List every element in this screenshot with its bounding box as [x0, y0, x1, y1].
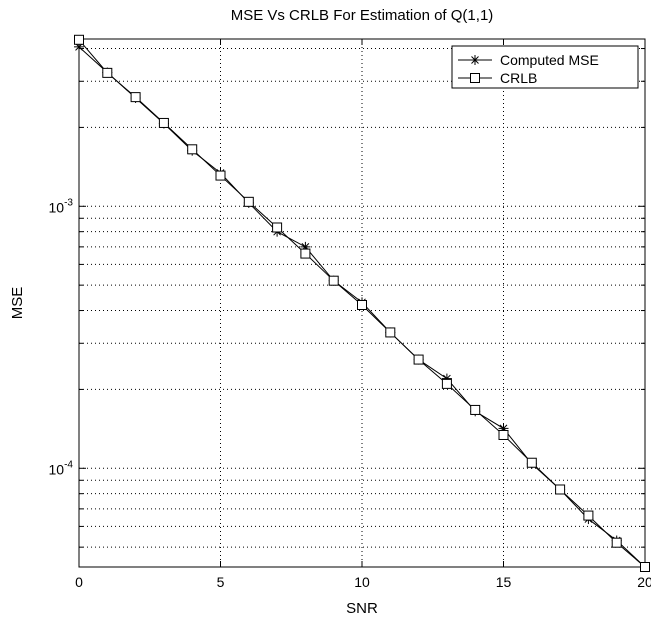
- y-tick-label: 10-3: [49, 197, 74, 215]
- crlb-point: [441, 378, 452, 389]
- x-tick-label: 0: [75, 574, 83, 590]
- crlb-point: [158, 117, 169, 128]
- crlb-point: [74, 34, 84, 45]
- crlb-point: [272, 222, 283, 233]
- legend-box: [451, 45, 639, 89]
- crlb-point: [470, 404, 481, 415]
- x-tick-label: 15: [496, 574, 512, 590]
- crlb-point: [102, 67, 113, 78]
- crlb-point: [583, 510, 594, 521]
- crlb-point: [215, 170, 226, 181]
- crlb-point: [187, 144, 198, 155]
- legend-label-crlb: CRLB: [500, 70, 537, 86]
- crlb-point: [243, 196, 254, 207]
- crlb-point: [385, 327, 396, 338]
- legend: Computed MSE CRLB: [451, 45, 639, 89]
- legend-label-computed-mse: Computed MSE: [500, 52, 599, 68]
- crlb-point: [498, 429, 509, 440]
- crlb-point: [328, 275, 339, 286]
- crlb-point: [357, 299, 367, 310]
- crlb-point: [300, 248, 311, 259]
- legend-square: [470, 73, 480, 83]
- crlb-point: [555, 484, 566, 495]
- x-tick-label: 5: [217, 574, 225, 590]
- crlb-point: [413, 354, 424, 365]
- crlb-point: [526, 457, 537, 468]
- x-axis-label: SNR: [346, 600, 378, 617]
- x-tick-label: 20: [637, 574, 651, 590]
- chart-title: MSE Vs CRLB For Estimation of Q(1,1): [231, 7, 494, 24]
- crlb-point: [640, 562, 650, 572]
- legend-asterisk: [470, 55, 480, 65]
- legend-asterisk-marker: [470, 55, 480, 65]
- crlb-point: [130, 92, 141, 103]
- legend-square-marker: [470, 73, 480, 83]
- crlb-point: [611, 537, 622, 548]
- x-tick-label: 10: [354, 574, 370, 590]
- series-layer: [74, 34, 650, 572]
- y-tick-label: 10-4: [49, 459, 74, 477]
- y-axis-label: MSE: [9, 287, 26, 320]
- y-tick-labels: 10-3 10-4: [49, 197, 74, 477]
- x-tick-labels: 0 5 10 15 20: [75, 574, 651, 590]
